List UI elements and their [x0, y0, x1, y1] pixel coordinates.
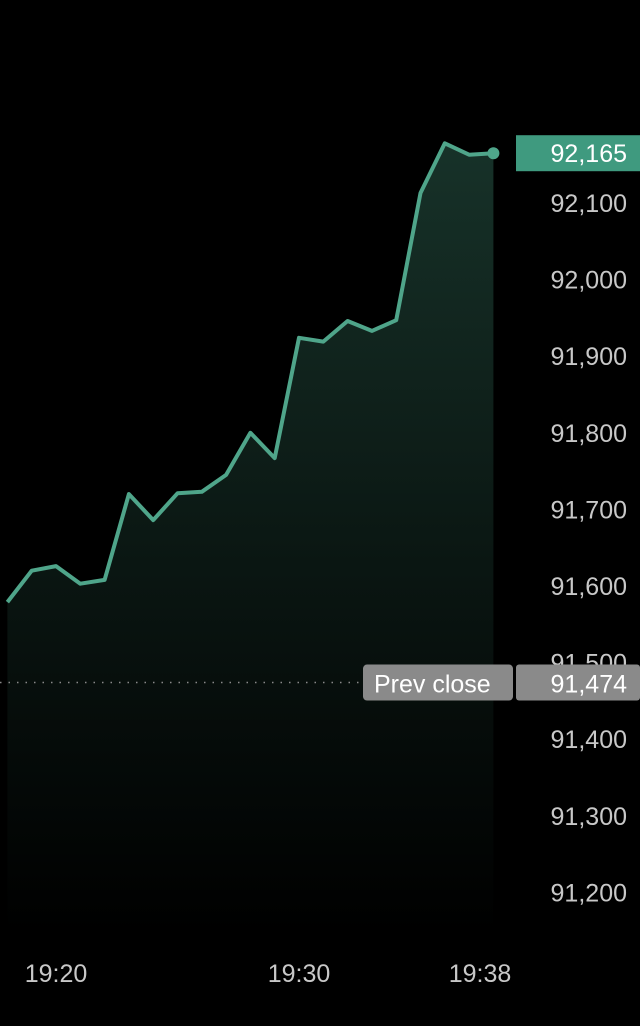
x-tick-label: 19:20	[25, 960, 88, 988]
last-price-value: 92,165	[551, 140, 627, 168]
x-tick-label: 19:30	[268, 960, 331, 988]
x-tick-label: 19:38	[449, 960, 512, 988]
y-tick-label: 91,200	[551, 879, 627, 907]
y-tick-label: 91,300	[551, 803, 627, 831]
y-tick-label: 92,000	[551, 267, 627, 295]
y-tick-label: 91,800	[551, 420, 627, 448]
prev-close-value: 91,474	[551, 671, 628, 699]
price-line	[5, 141, 494, 604]
y-tick-label: 91,600	[551, 573, 627, 601]
y-tick-label: 91,900	[551, 343, 627, 371]
prev-close-badge: Prev close 91,474	[363, 664, 640, 701]
price-area-fill	[7, 143, 494, 936]
prev-close-label: Prev close	[374, 671, 491, 699]
last-price-badge: 92,165	[516, 135, 640, 172]
y-tick-label: 92,100	[551, 190, 627, 218]
y-tick-label: 91,700	[551, 496, 627, 524]
y-tick-label: 91,400	[551, 726, 627, 754]
last-price-dot	[487, 147, 500, 160]
